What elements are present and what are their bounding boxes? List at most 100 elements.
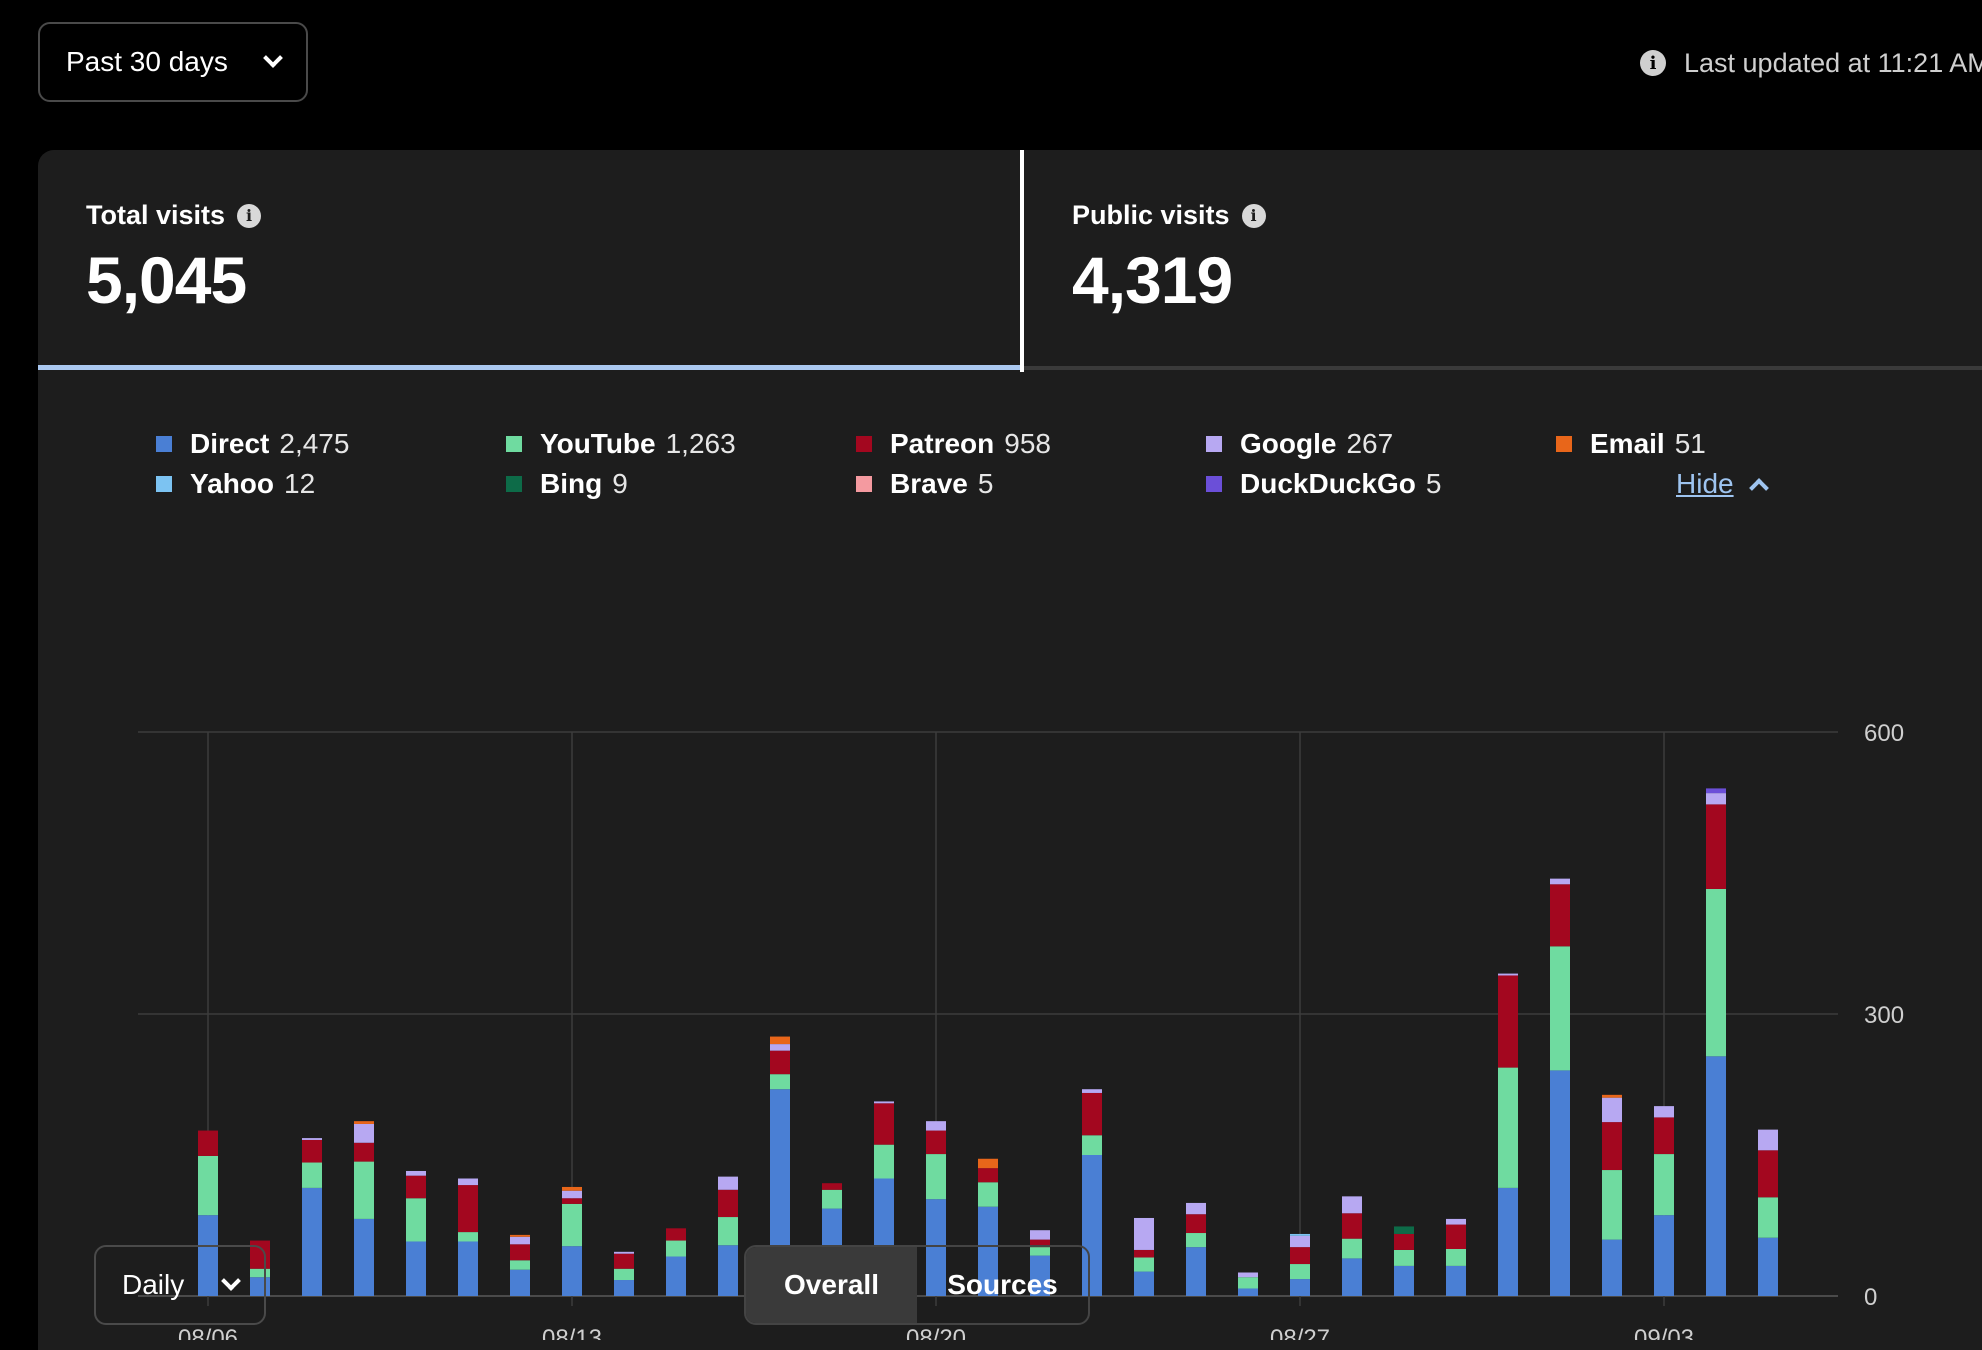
legend-item-youtube[interactable]: YouTube 1,263 [506, 428, 736, 460]
legend-item-brave[interactable]: Brave 5 [856, 468, 993, 500]
bar-segment [770, 1036, 790, 1045]
bar-segment [1134, 1249, 1154, 1258]
bar-segment [1134, 1271, 1154, 1296]
bar-segment [1342, 1238, 1362, 1259]
bar-segment [1238, 1277, 1258, 1289]
bar-segment [354, 1161, 374, 1219]
bar-segment [822, 1183, 842, 1190]
bar-segment [1706, 804, 1726, 889]
visits-bar-chart: 600 300 0 08/06 08/13 08/20 08/27 09/03 [138, 720, 1904, 1340]
legend-count: 5 [1425, 468, 1442, 499]
legend-item-google[interactable]: Google 267 [1206, 428, 1393, 460]
total-visits-label: Total visits [86, 200, 226, 230]
bar-segment [1706, 788, 1726, 794]
legend-item-email[interactable]: Email 51 [1556, 428, 1706, 460]
bar-segment [1394, 1265, 1414, 1296]
bar-segment [770, 1074, 790, 1090]
bar-segment [1602, 1122, 1622, 1171]
legend-count: 958 [1004, 428, 1051, 459]
bar-segment [874, 1103, 894, 1145]
last-updated-text: Last updated at 11:21 AM [1684, 47, 1982, 78]
bar-segment [458, 1241, 478, 1296]
bar-segment [926, 1154, 946, 1200]
bar-segment [562, 1203, 582, 1247]
bar-segment [406, 1198, 426, 1242]
tab-overall[interactable]: Overall [746, 1247, 917, 1323]
bar-segment [1654, 1106, 1674, 1118]
bar-segment [302, 1162, 322, 1188]
bar-segment [1706, 1056, 1726, 1296]
x-tick-label: 08/27 [1270, 1325, 1330, 1340]
bar-segment [1290, 1279, 1310, 1296]
bar-segment [978, 1182, 998, 1207]
tab-sources[interactable]: Sources [947, 1269, 1058, 1300]
bar-segment [1498, 1187, 1518, 1296]
bar-segment [354, 1121, 374, 1124]
hide-label: Hide [1676, 468, 1734, 499]
legend-label: Bing [540, 468, 603, 499]
bar-segment [1134, 1257, 1154, 1272]
bar-segment [1082, 1089, 1102, 1093]
top-bar: Past 30 days i Last updated at 11:21 AM [0, 0, 1982, 150]
y-tick-label: 0 [1864, 1284, 1877, 1311]
legend-item-yahoo[interactable]: Yahoo 12 [156, 468, 315, 500]
bar-segment [302, 1139, 322, 1163]
bar-segment [1446, 1249, 1466, 1266]
info-icon[interactable]: i [1640, 50, 1666, 76]
y-tick-label: 300 [1864, 1002, 1904, 1029]
bar-segment [1030, 1255, 1050, 1296]
legend-item-direct[interactable]: Direct 2,475 [156, 428, 349, 460]
bar-segment [1498, 973, 1518, 976]
public-visits-value: 4,319 [1072, 243, 1233, 317]
legend-swatch [156, 476, 172, 492]
bar-segment [354, 1123, 374, 1143]
bar-segment [926, 1199, 946, 1296]
interval-dropdown[interactable]: Daily [94, 1245, 266, 1325]
bar-segment [822, 1189, 842, 1209]
bar-segment [1758, 1197, 1778, 1238]
legend-count: 2,475 [279, 428, 350, 459]
date-range-label: Past 30 days [66, 46, 228, 77]
bar-segment [458, 1178, 478, 1186]
bar-segment [1706, 888, 1726, 1057]
bar-segment [614, 1268, 634, 1281]
bar-segment [1030, 1247, 1050, 1256]
x-tick-label: 08/20 [906, 1325, 966, 1340]
bar-segment [666, 1240, 686, 1257]
bar-segment [1446, 1265, 1466, 1296]
bar-segment [1758, 1237, 1778, 1296]
bar-segment [1550, 884, 1570, 947]
legend-item-patreon[interactable]: Patreon 958 [856, 428, 1051, 460]
bar-segment [562, 1186, 582, 1191]
bar-segment [1550, 1070, 1570, 1296]
total-visits-tab[interactable]: Total visits i 5,045 [38, 150, 1020, 370]
bar-segment [1134, 1217, 1154, 1250]
bar-segment [718, 1245, 738, 1296]
info-icon[interactable]: i [1241, 203, 1266, 228]
bar-segment [458, 1232, 478, 1242]
info-icon[interactable]: i [237, 203, 262, 228]
public-visits-tab[interactable]: Public visits i 4,319 [1024, 150, 1982, 370]
legend-count: 9 [612, 468, 628, 499]
x-tick-label: 08/06 [178, 1325, 238, 1340]
bar-segment [1394, 1233, 1414, 1250]
bar-segment [1394, 1249, 1414, 1266]
bar-segment [874, 1144, 894, 1179]
legend-label: YouTube [540, 428, 656, 459]
legend-count: 1,263 [665, 428, 736, 459]
bar-segment [718, 1189, 738, 1218]
bar-segment [1602, 1239, 1622, 1296]
bar-segment [666, 1228, 686, 1241]
hide-legend-link[interactable]: Hide [1676, 468, 1769, 500]
legend-item-bing[interactable]: Bing 9 [506, 468, 628, 500]
bar-segment [406, 1241, 426, 1296]
chevron-down-icon [221, 1271, 241, 1291]
bar-segment [562, 1198, 582, 1204]
bar-segment [718, 1217, 738, 1246]
date-range-dropdown[interactable]: Past 30 days [38, 22, 308, 102]
legend-count: 5 [977, 468, 994, 499]
legend-item-duckduckgo[interactable]: DuckDuckGo 5 [1206, 468, 1441, 500]
total-visits-label-row: Total visits i [86, 200, 262, 231]
x-tick-label: 08/13 [542, 1325, 602, 1340]
bar-segment [1654, 1117, 1674, 1155]
